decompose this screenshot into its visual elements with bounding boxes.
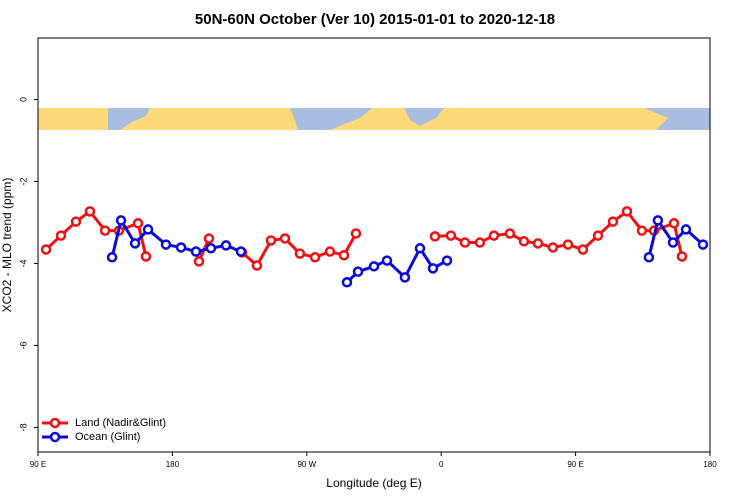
point [279,233,291,244]
map-ocean [38,108,710,130]
point [129,238,141,249]
point [562,239,574,250]
point [220,240,232,251]
legend-label: Ocean (Glint) [75,431,140,443]
point [532,238,544,249]
y-axis-label: XCO2 - MLO trend (ppm) [0,178,14,313]
point [427,263,439,274]
map-land [108,108,150,130]
point [294,248,306,259]
map-land [290,108,372,130]
y-tick-label: -2 [18,177,28,185]
point [251,260,263,271]
point [414,243,426,254]
point [368,261,380,272]
map-strip [38,108,710,130]
point [265,235,277,246]
point [504,228,516,239]
point [350,228,362,239]
point [193,256,205,267]
x-tick-label: 90 E [30,460,46,469]
y-tick-label: -8 [18,423,28,431]
point [84,206,96,217]
point [40,244,52,255]
y-tick-label: 0 [18,97,28,102]
point [142,224,154,235]
point [547,242,559,253]
point [621,206,633,217]
point [445,230,457,241]
chart-title: 50N-60N October (Ver 10) 2015-01-01 to 2… [195,11,555,28]
point [70,216,82,227]
point [607,216,619,227]
point [132,218,144,229]
point [643,252,655,263]
point [175,242,187,253]
point [106,252,118,263]
point [324,246,336,257]
legend-label: Land (Nadir&Glint) [75,417,166,429]
y-tick-label: -6 [18,341,28,349]
point [697,239,709,250]
point [667,237,679,248]
point [676,251,688,262]
point [55,230,67,241]
point [399,272,411,283]
point [190,246,202,257]
map-land [644,108,710,130]
point [592,230,604,241]
point [668,218,680,229]
point [99,225,111,236]
x-tick-label: 0 [439,460,444,469]
map-land [404,108,444,126]
point [341,277,353,288]
point [235,246,247,257]
point [518,236,530,247]
plot-frame [37,37,711,453]
point [636,225,648,236]
point [205,243,217,254]
point [680,224,692,235]
y-tick-label: -4 [18,259,28,267]
point [488,230,500,241]
legend-marker [49,431,61,443]
x-tick-label: 180 [166,460,180,469]
point [474,237,486,248]
legend-marker [49,417,61,429]
point [381,255,393,266]
x-tick-label: 90 E [567,460,583,469]
point [459,237,471,248]
point [140,251,152,262]
point [441,255,453,266]
point [352,266,364,277]
point [309,252,321,263]
point [160,239,172,250]
x-tick-label: 180 [703,460,717,469]
point [115,215,127,226]
x-tick-label: 90 W [297,460,316,469]
x-axis-label: Longitude (deg E) [326,476,421,490]
point [577,244,589,255]
point [203,233,215,244]
point [429,231,441,242]
point [338,249,350,261]
point [652,215,664,226]
